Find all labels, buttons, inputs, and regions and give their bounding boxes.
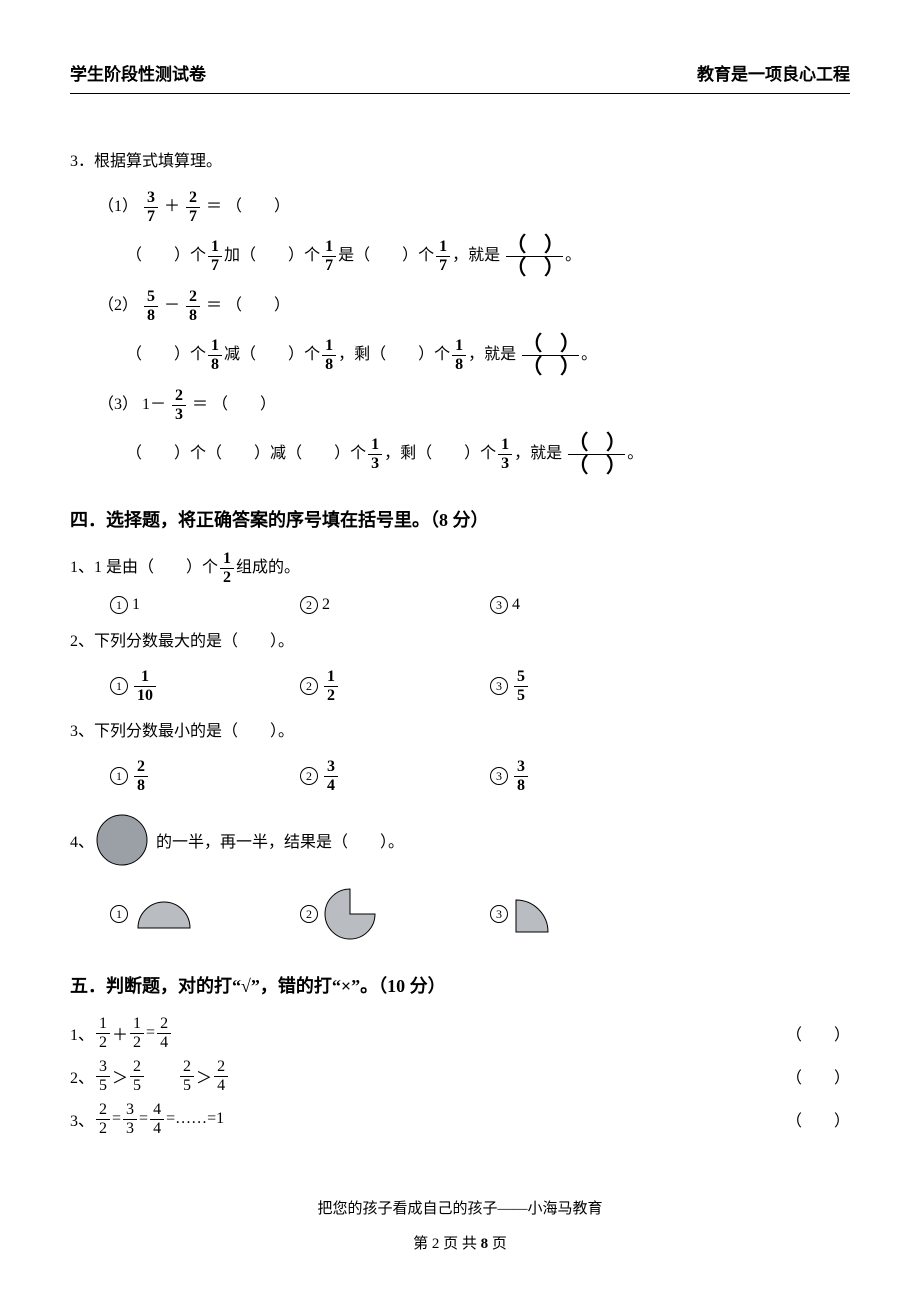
- q3-3-expr: （3） 1－ 23 ＝ （ ）: [98, 387, 850, 423]
- blank-fraction[interactable]: （ ）（ ）: [506, 235, 563, 278]
- blank-fraction[interactable]: （ ）（ ）: [568, 433, 625, 476]
- s5-q2: 2、 35 ＞ 25 25 ＞ 24 （ ）: [70, 1059, 850, 1094]
- s5-q3: 3、 22 = 33 = 44 =……=1 （ ）: [70, 1102, 850, 1137]
- quarter-circle-icon: [512, 892, 556, 936]
- s4-q2-options: 1110 212 355: [110, 669, 850, 704]
- s4-q3: 3、下列分数最小的是（ ）。: [70, 714, 850, 749]
- s5-q1: 1、 12 ＋ 12 = 24 （ ）: [70, 1016, 850, 1051]
- frac-2-3: 23: [172, 388, 186, 423]
- full-circle-icon: [94, 812, 150, 868]
- q3-2-expr: （2） 58 － 28 ＝ （ ）: [98, 288, 850, 324]
- judge-blank[interactable]: （ ）: [786, 1107, 850, 1131]
- frac-1-7: 17: [208, 239, 222, 274]
- frac-3-7: 37: [144, 190, 158, 225]
- option-1[interactable]: 1110: [110, 669, 300, 704]
- blank[interactable]: （ ）: [226, 297, 290, 314]
- section4-title: 四．选择题，将正确答案的序号填在括号里。（8 分）: [70, 506, 850, 532]
- page-footer: 把您的孩子看成自己的孩子——小海马教育 第 2 页 共 8 页: [70, 1197, 850, 1253]
- half-circle-icon: [132, 894, 196, 934]
- option-3[interactable]: 3: [490, 892, 680, 936]
- option-1[interactable]: 11: [110, 596, 300, 614]
- footer-slogan: 把您的孩子看成自己的孩子——小海马教育: [70, 1197, 850, 1218]
- s4-q4-options: 1 2 3: [110, 886, 850, 942]
- q3-title: 3．根据算式填算理。: [70, 144, 850, 179]
- judge-blank[interactable]: （ ）: [786, 1064, 850, 1088]
- q3-3-reason: （ ）个（ ）减（ ）个13，剩（ ）个13，就是 （ ）（ ）。: [126, 433, 850, 476]
- q3-1-expr: （1） 37 ＋ 27 ＝ （ ）: [98, 189, 850, 225]
- option-2[interactable]: 212: [300, 669, 490, 704]
- blank[interactable]: （ ）: [212, 396, 276, 413]
- page-number: 第 2 页 共 8 页: [70, 1232, 850, 1253]
- frac-2-8: 28: [186, 289, 200, 324]
- judge-blank[interactable]: （ ）: [786, 1021, 850, 1045]
- option-3[interactable]: 355: [490, 669, 680, 704]
- q3-2-reason: （ ）个18减（ ）个18，剩（ ）个18，就是 （ ）（ ）。: [126, 334, 850, 377]
- header-right: 教育是一项良心工程: [697, 60, 850, 85]
- s4-q1: 1、1 是由（ ）个12组成的。: [70, 550, 850, 586]
- frac-5-8: 58: [144, 289, 158, 324]
- option-2[interactable]: 22: [300, 596, 490, 614]
- option-2[interactable]: 2: [300, 886, 490, 942]
- blank-fraction[interactable]: （ ）（ ）: [522, 334, 579, 377]
- option-2[interactable]: 234: [300, 759, 490, 794]
- s4-q2: 2、下列分数最大的是（ ）。: [70, 624, 850, 659]
- option-1[interactable]: 128: [110, 759, 300, 794]
- q3-1-reason: （ ）个17加（ ）个17是（ ）个17，就是 （ ）（ ）。: [126, 235, 850, 278]
- three-quarter-circle-icon: [322, 886, 378, 942]
- section5-title: 五．判断题，对的打“√”，错的打“×”。（10 分）: [70, 972, 850, 998]
- s4-q1-options: 11 22 34: [110, 596, 850, 614]
- frac-2-7: 27: [186, 190, 200, 225]
- header-left: 学生阶段性测试卷: [70, 60, 206, 85]
- option-1[interactable]: 1: [110, 894, 300, 934]
- page-header: 学生阶段性测试卷 教育是一项良心工程: [70, 60, 850, 94]
- option-3[interactable]: 338: [490, 759, 680, 794]
- blank[interactable]: （ ）: [226, 198, 290, 215]
- s4-q3-options: 128 234 338: [110, 759, 850, 794]
- s4-q4: 4、 的一半，再一半，结果是（ ）。: [70, 812, 850, 868]
- option-3[interactable]: 34: [490, 596, 680, 614]
